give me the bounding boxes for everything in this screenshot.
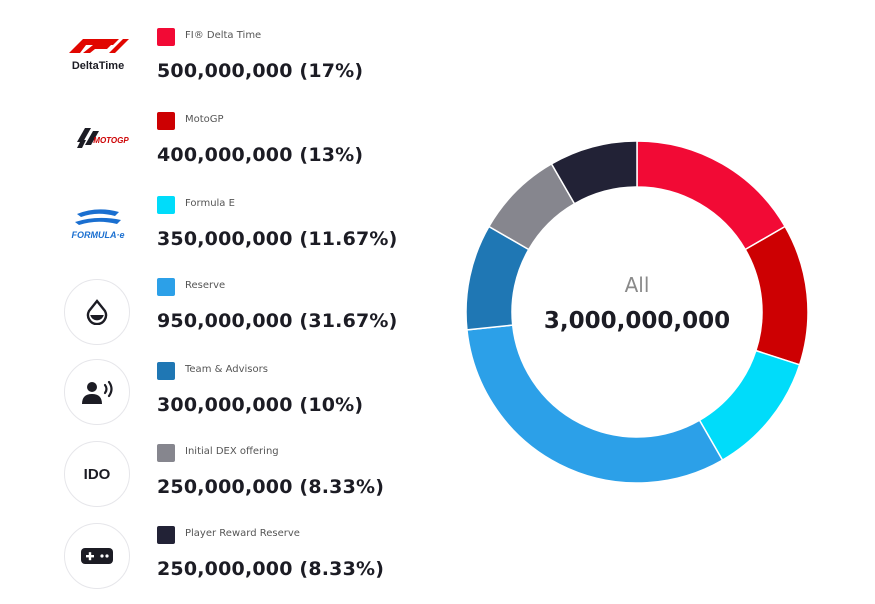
swatch-reserve	[157, 278, 175, 296]
donut-slice-3	[466, 324, 724, 484]
legend-item-f1: DeltaTime FI® Delta Time 500,000,000 (17…	[0, 22, 420, 102]
svg-text:FORMULA·e: FORMULA·e	[72, 230, 125, 240]
legend-value: 350,000,000 (11.67%)	[157, 228, 398, 250]
f1-deltatime-logo: DeltaTime	[62, 26, 134, 86]
legend-label: Player Reward Reserve	[185, 528, 300, 539]
legend-item-ido: IDO Initial DEX offering 250,000,000 (8.…	[0, 438, 420, 518]
legend-value: 400,000,000 (13%)	[157, 144, 364, 166]
legend-value: 300,000,000 (10%)	[157, 394, 364, 416]
legend-value: 500,000,000 (17%)	[157, 60, 364, 82]
swatch-team	[157, 362, 175, 380]
speaker-person-icon	[64, 359, 130, 425]
legend-item-formula-e: FORMULA·e Formula E 350,000,000 (11.67%)	[0, 190, 420, 270]
swatch-f1	[157, 28, 175, 46]
donut-slice-0	[636, 140, 787, 251]
swatch-formula-e	[157, 196, 175, 214]
donut-slice-6	[550, 140, 638, 205]
donut-slice-1	[744, 225, 809, 366]
legend-label: Reserve	[185, 280, 226, 291]
formula-e-logo: FORMULA·e	[62, 192, 134, 252]
ido-icon: IDO	[64, 441, 130, 507]
legend-item-reserve: Reserve 950,000,000 (31.67%)	[0, 272, 420, 352]
center-label: All	[624, 273, 650, 297]
legend-label: FI® Delta Time	[185, 30, 262, 41]
legend-label: MotoGP	[185, 114, 224, 125]
svg-text:DeltaTime: DeltaTime	[72, 60, 124, 72]
drop-icon	[64, 279, 130, 345]
gamepad-icon	[64, 523, 130, 589]
legend-item-player-reward: Player Reward Reserve 250,000,000 (8.33%…	[0, 520, 420, 600]
legend-item-team: Team & Advisors 300,000,000 (10%)	[0, 356, 420, 436]
ido-icon-text: IDO	[83, 465, 111, 483]
swatch-motogp	[157, 112, 175, 130]
swatch-player-reward	[157, 526, 175, 544]
legend-value: 250,000,000 (8.33%)	[157, 558, 385, 580]
legend-label: Team & Advisors	[185, 364, 268, 375]
legend-item-motogp: MOTOGP MotoGP 400,000,000 (13%)	[0, 106, 420, 186]
legend-value: 250,000,000 (8.33%)	[157, 476, 385, 498]
swatch-ido	[157, 444, 175, 462]
svg-text:MOTOGP: MOTOGP	[93, 136, 129, 145]
donut-slice-2	[698, 349, 801, 462]
legend-value: 950,000,000 (31.67%)	[157, 310, 398, 332]
motogp-logo: MOTOGP	[62, 108, 134, 168]
center-total: 3,000,000,000	[543, 308, 731, 334]
legend-label: Initial DEX offering	[185, 446, 279, 457]
legend-label: Formula E	[185, 198, 235, 209]
